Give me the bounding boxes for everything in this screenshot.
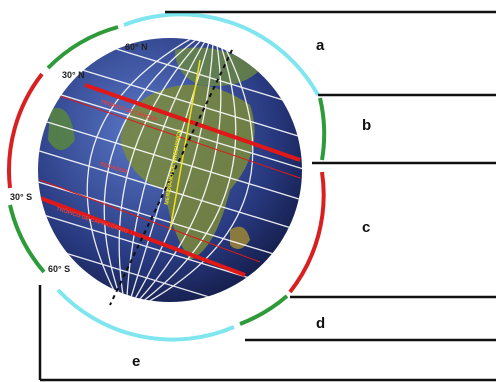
latitude-ring <box>7 12 327 342</box>
zone-label: d <box>316 315 325 332</box>
latitude-label: 60° S <box>48 264 70 274</box>
answer-lines <box>38 10 496 382</box>
zone-label: a <box>316 37 325 54</box>
zone-label: b <box>362 117 371 134</box>
globe-detail <box>39 47 301 277</box>
zone-label: c <box>362 219 370 236</box>
axis <box>109 49 233 306</box>
latitude-label: 30° S <box>10 192 32 202</box>
zone-label: e <box>132 353 140 370</box>
latitude-label: 30° N <box>62 70 85 80</box>
latitude-label: 60° N <box>125 42 148 52</box>
